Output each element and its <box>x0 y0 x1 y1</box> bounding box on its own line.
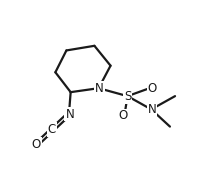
Text: S: S <box>124 90 131 103</box>
Text: O: O <box>148 82 157 95</box>
Text: O: O <box>119 110 128 122</box>
Text: C: C <box>48 123 56 136</box>
Text: N: N <box>65 108 74 121</box>
Text: O: O <box>32 138 41 150</box>
Text: N: N <box>95 82 104 95</box>
Text: N: N <box>148 103 157 116</box>
